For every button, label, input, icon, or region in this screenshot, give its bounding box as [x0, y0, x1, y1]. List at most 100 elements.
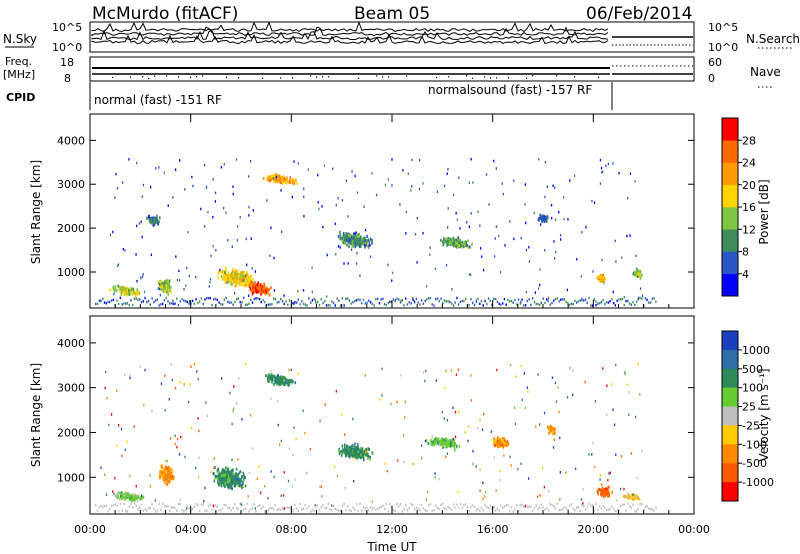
- power-noise-echo: [605, 164, 607, 167]
- velocity-colorbar-tick-label: 100: [742, 382, 763, 395]
- power-echo: [442, 243, 444, 247]
- velocity-ground-echo: [429, 503, 432, 506]
- power-ground-echo: [267, 303, 270, 306]
- velocity-noise-echo: [179, 498, 181, 502]
- power-noise-echo: [205, 186, 208, 190]
- velocity-ground-echo: [197, 503, 199, 506]
- velocity-echo: [164, 466, 166, 470]
- velocity-echo: [290, 381, 293, 385]
- power-echo: [366, 234, 368, 238]
- power-ground-echo: [597, 302, 599, 305]
- velocity-ground-echo: [181, 508, 183, 512]
- velocity-echo: [228, 470, 230, 474]
- power-noise-echo: [524, 183, 526, 186]
- power-echo: [254, 280, 256, 284]
- velocity-noise-echo: [628, 391, 630, 394]
- velocity-noise-echo: [499, 478, 501, 482]
- velocity-ground-echo: [267, 508, 270, 512]
- power-noise-echo: [576, 258, 578, 261]
- velocity-echo: [353, 450, 356, 454]
- power-noise-echo: [114, 196, 116, 199]
- velocity-echo: [224, 481, 226, 484]
- velocity-echo: [507, 442, 510, 446]
- power-colorbar-swatch: [722, 207, 738, 230]
- power-noise-echo: [272, 177, 274, 180]
- power-ground-echo: [311, 299, 314, 302]
- nave-tick-bottom: 0: [708, 72, 715, 85]
- power-noise-echo: [560, 238, 562, 241]
- velocity-echo: [240, 483, 243, 487]
- velocity-echo: [229, 478, 231, 482]
- power-echo: [126, 288, 129, 292]
- velocity-echo: [601, 491, 603, 495]
- velocity-ground-echo: [294, 503, 296, 506]
- power-echo: [227, 272, 230, 276]
- velocity-noise-echo: [371, 500, 374, 503]
- velocity-ground-echo: [156, 509, 159, 512]
- velocity-noise-echo: [445, 369, 447, 373]
- power-noise-echo: [178, 269, 180, 273]
- velocity-noise-echo: [353, 456, 355, 460]
- velocity-echo: [217, 468, 220, 472]
- power-noise-echo: [185, 284, 187, 287]
- velocity-ground-echo: [380, 506, 382, 509]
- power-echo: [262, 288, 264, 292]
- power-noise-echo: [540, 218, 543, 222]
- velocity-noise-echo: [404, 416, 406, 419]
- velocity-noise-echo: [446, 452, 449, 455]
- power-echo: [150, 217, 153, 221]
- velocity-echo: [134, 495, 137, 499]
- power-noise-echo: [493, 159, 495, 163]
- power-echo: [220, 275, 223, 278]
- velocity-noise-echo: [198, 429, 200, 433]
- power-echo: [257, 281, 259, 285]
- power-noise-echo: [481, 255, 483, 258]
- power-ground-echo: [251, 301, 254, 304]
- power-noise-echo: [345, 179, 347, 183]
- velocity-ground-echo: [100, 504, 102, 508]
- velocity-ground-echo: [366, 507, 368, 510]
- velocity-echo: [287, 379, 289, 383]
- power-ground-echo: [327, 304, 329, 307]
- velocity-echo: [345, 454, 347, 458]
- velocity-noise-echo: [514, 406, 516, 409]
- power-echo: [343, 241, 345, 245]
- velocity-noise-echo: [110, 413, 113, 416]
- velocity-ground-echo: [154, 510, 157, 513]
- velocity-ground-echo: [142, 509, 144, 513]
- velocity-ground-echo: [465, 503, 467, 506]
- velocity-echo: [340, 453, 343, 457]
- velocity-ground-echo: [537, 507, 539, 511]
- velocity-noise-echo: [179, 381, 181, 384]
- velocity-echo: [549, 429, 552, 433]
- power-echo: [270, 286, 272, 290]
- velocity-ground-echo: [167, 505, 169, 508]
- velocity-noise-echo: [384, 462, 386, 465]
- velocity-echo: [243, 474, 245, 478]
- velocity-echo: [244, 476, 246, 479]
- power-echo: [289, 181, 292, 185]
- power-colorbar-swatch: [722, 162, 738, 186]
- power-echo: [292, 181, 294, 185]
- velocity-echo: [272, 374, 275, 378]
- power-noise-echo: [563, 196, 565, 199]
- power-echo: [348, 245, 350, 249]
- power-ground-echo: [607, 301, 610, 304]
- nsky-tick-top-left: 10^5: [52, 21, 82, 34]
- power-noise-echo: [477, 210, 479, 213]
- power-echo: [358, 236, 361, 240]
- power-echo: [168, 279, 171, 283]
- power-echo: [266, 175, 269, 179]
- velocity-ground-echo: [250, 508, 252, 511]
- power-ground-echo: [567, 302, 569, 305]
- power-ground-echo: [609, 300, 611, 303]
- power-noise-echo: [335, 203, 337, 207]
- power-echo: [267, 291, 270, 295]
- power-echo: [456, 245, 459, 249]
- velocity-noise-echo: [210, 470, 212, 474]
- velocity-noise-echo: [412, 462, 414, 466]
- power-noise-echo: [411, 185, 413, 188]
- velocity-echo: [162, 473, 165, 477]
- velocity-echo: [227, 480, 230, 484]
- power-noise-echo: [413, 300, 415, 303]
